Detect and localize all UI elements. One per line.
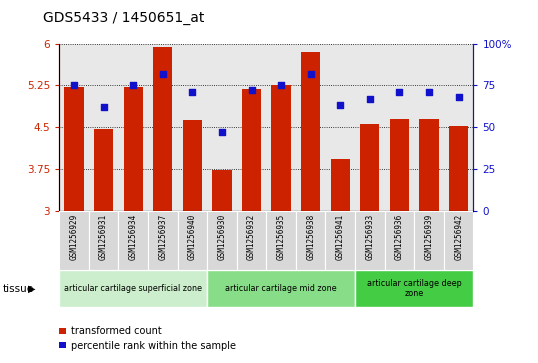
Point [424,89,433,95]
Bar [355,270,473,307]
Bar [272,85,291,211]
Text: GSM1256938: GSM1256938 [306,213,315,260]
Bar [207,270,355,307]
Text: ▶: ▶ [28,284,36,294]
Bar [124,87,143,211]
Text: GDS5433 / 1450651_at: GDS5433 / 1450651_at [43,11,204,25]
Text: GSM1256934: GSM1256934 [129,213,138,260]
Bar [59,270,207,307]
Bar [65,87,83,211]
Text: articular cartilage mid zone: articular cartilage mid zone [225,284,337,293]
Text: GSM1256942: GSM1256942 [454,213,463,260]
Point [454,94,463,100]
Text: GSM1256931: GSM1256931 [99,213,108,260]
Bar [325,211,355,270]
Point [158,71,167,77]
Bar [148,211,178,270]
Bar [449,126,468,211]
Bar [183,120,202,211]
Bar [390,119,409,211]
Text: articular cartilage deep
zone: articular cartilage deep zone [367,279,462,298]
Text: GSM1256929: GSM1256929 [69,213,79,260]
Bar [59,211,89,270]
Point [129,82,137,88]
Text: GSM1256939: GSM1256939 [424,213,434,260]
Text: tissue: tissue [3,284,34,294]
Bar [385,211,414,270]
Point [306,71,315,77]
Bar [301,52,320,211]
Point [336,102,344,108]
Text: GSM1256935: GSM1256935 [277,213,286,260]
Point [365,96,374,102]
Text: GSM1256932: GSM1256932 [247,213,256,260]
Text: GSM1256930: GSM1256930 [217,213,226,260]
Bar [94,129,113,211]
Bar [444,211,473,270]
Bar [153,48,172,211]
Bar [420,119,438,211]
Text: GSM1256940: GSM1256940 [188,213,197,260]
Text: transformed count: transformed count [71,326,162,337]
Bar [178,211,207,270]
Bar [89,211,118,270]
Bar [414,211,444,270]
Bar [237,211,266,270]
Point [395,89,404,95]
Bar [118,211,148,270]
Bar [242,89,261,211]
Bar [266,211,296,270]
Point [99,104,108,110]
Text: GSM1256937: GSM1256937 [158,213,167,260]
Text: articular cartilage superficial zone: articular cartilage superficial zone [64,284,202,293]
Point [188,89,196,95]
Bar [207,211,237,270]
Bar [296,211,325,270]
Point [277,82,285,88]
Text: percentile rank within the sample: percentile rank within the sample [71,341,236,351]
Point [247,87,256,93]
Bar [360,124,379,211]
Text: GSM1256933: GSM1256933 [365,213,374,260]
Text: GSM1256941: GSM1256941 [336,213,345,260]
Point [217,129,226,135]
Point [69,82,79,88]
Text: GSM1256936: GSM1256936 [395,213,404,260]
Bar [331,159,350,211]
Bar [213,170,231,211]
Bar [355,211,385,270]
